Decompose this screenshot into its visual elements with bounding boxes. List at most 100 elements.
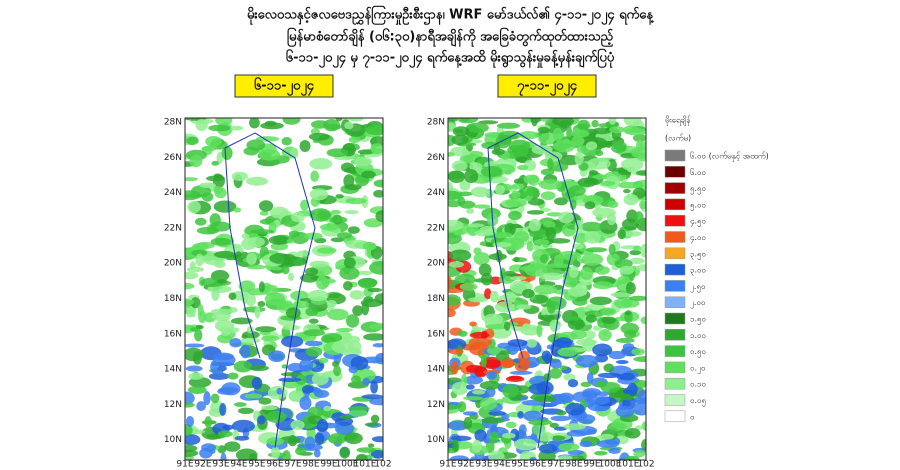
rain-patch: [370, 449, 383, 459]
rain-patch: [607, 212, 617, 226]
rain-patch: [370, 414, 380, 424]
rain-patch: [211, 160, 220, 166]
rain-patch: [203, 391, 211, 406]
rain-patch: [186, 136, 199, 146]
rain-patch: [481, 417, 505, 424]
rain-patch: [566, 126, 573, 140]
lon-label: 93E: [212, 460, 229, 470]
rain-patch: [185, 282, 195, 290]
rain-patch: [636, 264, 646, 272]
rain-patch: [330, 237, 345, 243]
rain-patch: [572, 297, 588, 306]
rain-patch: [194, 329, 203, 342]
rain-patch: [316, 247, 337, 254]
rain-patch: [540, 254, 549, 264]
rain-patch: [466, 208, 475, 214]
rain-patch: [468, 337, 492, 347]
rain-patch: [516, 164, 529, 171]
rain-patch: [231, 419, 255, 433]
rain-patch: [214, 250, 236, 259]
lon-label: 99E: [320, 460, 337, 470]
rain-patch: [362, 241, 377, 251]
rain-patch: [221, 331, 231, 336]
rain-patch: [578, 258, 585, 264]
rain-patch: [457, 330, 468, 337]
rain-patch: [577, 177, 597, 188]
rain-patch: [231, 171, 248, 181]
rain-patch: [278, 377, 302, 382]
rain-patch: [567, 449, 584, 456]
rain-patch: [323, 405, 332, 412]
rain-patch: [549, 422, 559, 428]
rain-map: [184, 117, 384, 461]
rain-patch: [257, 301, 266, 308]
lon-label: 97E: [284, 460, 301, 470]
rain-patch: [630, 146, 646, 159]
rain-patch: [600, 381, 621, 393]
border: [487, 132, 579, 449]
rain-patch: [488, 253, 507, 261]
lon-label: 96E: [529, 460, 546, 470]
rain-patch: [254, 306, 261, 319]
rain-patch: [349, 409, 368, 417]
rain-patch: [465, 364, 482, 373]
lon-label: 100E: [336, 460, 359, 470]
rain-patch: [373, 189, 383, 198]
rain-patch: [308, 318, 319, 324]
rain-patch: [290, 212, 305, 223]
rain-patch: [501, 384, 519, 398]
rain-patch: [299, 396, 312, 411]
rain-patch: [329, 216, 348, 224]
rain-patch: [249, 118, 260, 129]
rain-patch: [216, 279, 228, 284]
rain-patch: [235, 251, 242, 259]
lon-label: 94E: [230, 460, 247, 470]
rain-patch: [571, 135, 585, 147]
rain-patch: [258, 149, 281, 161]
rain-patch: [185, 271, 199, 280]
rain-patch: [200, 277, 225, 288]
rain-patch: [592, 281, 614, 290]
rain-patch: [309, 158, 333, 170]
rain-patch: [213, 260, 226, 268]
rain-patch: [471, 389, 486, 395]
rain-patch: [598, 329, 612, 342]
rain-patch: [624, 329, 637, 339]
rain-patch: [550, 415, 571, 422]
rain-patch: [199, 182, 216, 189]
rain-patch: [233, 207, 242, 213]
rain-patch: [599, 433, 614, 440]
lon-label: 102: [637, 460, 654, 470]
rain-patch: [579, 440, 593, 448]
rain-patch: [497, 342, 512, 349]
rain-patch: [552, 118, 574, 127]
rain-patch: [369, 323, 383, 330]
rain-patch: [327, 308, 349, 321]
rain-patch: [510, 276, 527, 281]
lat-label: 20N: [164, 259, 182, 269]
lon-label: 93E: [475, 460, 492, 470]
lon-label: 91E: [176, 460, 193, 470]
rain-patch: [285, 307, 301, 319]
rain-patch: [555, 410, 567, 416]
rain-patch: [530, 118, 542, 124]
rain-patch: [314, 389, 330, 399]
rain-patch: [574, 220, 583, 234]
rain-patch: [258, 200, 274, 212]
rain-patch: [586, 372, 594, 384]
rain-patch: [625, 282, 636, 295]
rain-patch: [241, 334, 248, 339]
rain-patch: [543, 353, 551, 365]
rain-patch: [517, 411, 524, 419]
rain-patch: [362, 378, 371, 386]
rain-patch: [624, 231, 642, 237]
rain-patch: [523, 410, 543, 422]
rain-patch: [478, 263, 492, 277]
rain-patch: [189, 154, 203, 168]
rain-patch: [617, 229, 626, 240]
legend-swatch: [664, 361, 686, 374]
rain-patch: [623, 188, 631, 194]
rain-patch: [592, 343, 613, 357]
rain-patch: [185, 391, 195, 405]
rain-patch: [343, 257, 356, 269]
